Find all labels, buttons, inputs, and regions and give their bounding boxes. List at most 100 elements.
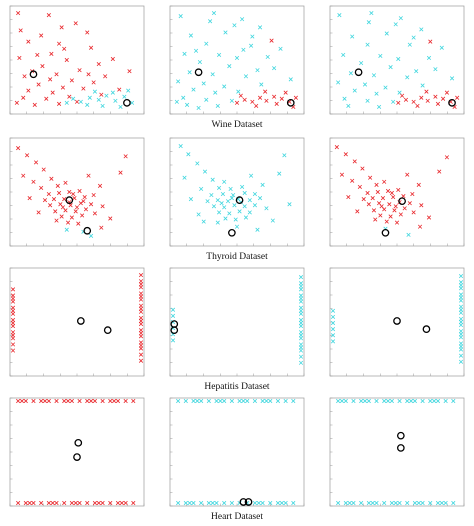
data-point-red	[49, 51, 54, 56]
data-point-red	[389, 190, 394, 196]
cluster-center-marker	[29, 70, 38, 79]
data-point-cyan	[178, 14, 183, 19]
data-point-red	[334, 145, 339, 150]
data-point-cyan	[199, 186, 204, 192]
data-point-red	[65, 220, 71, 225]
data-point-cyan	[350, 34, 355, 39]
cluster-center-marker	[76, 317, 85, 325]
data-point-cyan	[362, 398, 368, 404]
cluster-center-marker	[286, 98, 295, 107]
data-point-cyan	[231, 192, 236, 198]
data-point-cyan	[104, 93, 109, 98]
data-point-cyan	[223, 216, 228, 221]
data-point-red	[117, 87, 122, 92]
data-point-red	[41, 167, 46, 172]
data-point-red	[403, 97, 409, 102]
data-point-red	[27, 500, 32, 506]
data-point-cyan	[298, 308, 304, 313]
data-point-red	[257, 95, 263, 100]
data-point-cyan	[219, 201, 224, 206]
data-point-red	[444, 90, 450, 95]
data-point-red	[40, 64, 45, 69]
data-point-red	[350, 178, 355, 183]
data-point-red	[16, 146, 21, 151]
cluster-center-marker	[448, 98, 456, 107]
data-point-cyan	[298, 320, 304, 326]
data-point-red	[88, 45, 94, 50]
data-point-cyan	[298, 333, 304, 338]
data-point-red	[394, 220, 400, 225]
data-point-cyan	[405, 398, 410, 404]
data-point-cyan	[370, 500, 375, 506]
data-point-cyan	[240, 17, 245, 22]
data-point-cyan	[374, 91, 379, 96]
data-point-red	[59, 214, 64, 219]
data-point-red	[33, 160, 39, 165]
data-point-red	[138, 334, 144, 339]
cluster-center-marker	[239, 498, 248, 506]
data-point-red	[42, 198, 48, 203]
data-point-cyan	[451, 500, 456, 506]
plot-frame	[329, 267, 465, 377]
data-point-cyan	[275, 398, 281, 404]
data-point-red	[400, 93, 405, 98]
data-point-red	[352, 159, 357, 164]
data-point-red	[384, 219, 389, 224]
data-point-cyan	[264, 398, 269, 404]
cluster-center-marker	[228, 228, 236, 237]
scatter-panel-wine-middle	[169, 5, 305, 115]
data-point-cyan	[227, 211, 232, 216]
data-point-cyan	[330, 308, 336, 313]
data-point-cyan	[458, 341, 464, 346]
data-point-red	[42, 398, 48, 404]
data-point-cyan	[206, 500, 211, 506]
data-point-red	[10, 323, 16, 329]
scatter-panel-thyroid-middle	[169, 137, 305, 247]
data-point-red	[55, 183, 60, 188]
data-point-red	[360, 166, 365, 171]
data-point-cyan	[257, 196, 263, 201]
cluster-center-marker	[65, 196, 74, 205]
cluster-center-marker	[398, 197, 406, 206]
data-point-cyan	[234, 224, 240, 229]
data-point-red	[366, 202, 371, 207]
data-point-cyan	[174, 99, 179, 104]
data-point-red	[92, 398, 98, 404]
data-point-cyan	[458, 307, 464, 312]
data-point-red	[10, 287, 16, 292]
data-point-cyan	[389, 398, 394, 404]
data-point-cyan	[366, 398, 371, 404]
data-point-red	[99, 92, 104, 97]
data-point-red	[67, 189, 72, 195]
data-point-cyan	[451, 398, 456, 404]
data-point-cyan	[237, 398, 242, 404]
data-point-cyan	[298, 360, 304, 365]
data-point-red	[19, 398, 25, 404]
data-point-cyan	[170, 338, 176, 343]
data-point-cyan	[374, 398, 379, 404]
data-point-cyan	[298, 354, 304, 359]
data-point-cyan	[428, 500, 433, 506]
scatter-panel-hepatitis-middle	[169, 267, 305, 377]
data-point-cyan	[216, 185, 222, 191]
data-point-red	[10, 320, 16, 326]
data-point-cyan	[433, 67, 438, 72]
data-point-red	[83, 207, 89, 212]
data-point-red	[343, 152, 348, 157]
data-point-cyan	[362, 82, 368, 87]
cluster-center-marker	[83, 226, 92, 235]
data-point-cyan	[458, 310, 464, 315]
data-point-red	[81, 199, 86, 204]
data-point-cyan	[382, 398, 387, 404]
data-point-red	[392, 208, 397, 213]
data-point-red	[39, 33, 44, 38]
data-point-cyan	[122, 94, 127, 99]
data-point-cyan	[176, 398, 181, 404]
data-point-cyan	[204, 97, 209, 102]
data-point-cyan	[255, 68, 260, 73]
data-point-cyan	[287, 202, 292, 207]
data-point-cyan	[252, 500, 258, 506]
data-point-red	[59, 25, 64, 30]
data-point-cyan	[87, 95, 92, 100]
data-point-red	[35, 52, 40, 57]
